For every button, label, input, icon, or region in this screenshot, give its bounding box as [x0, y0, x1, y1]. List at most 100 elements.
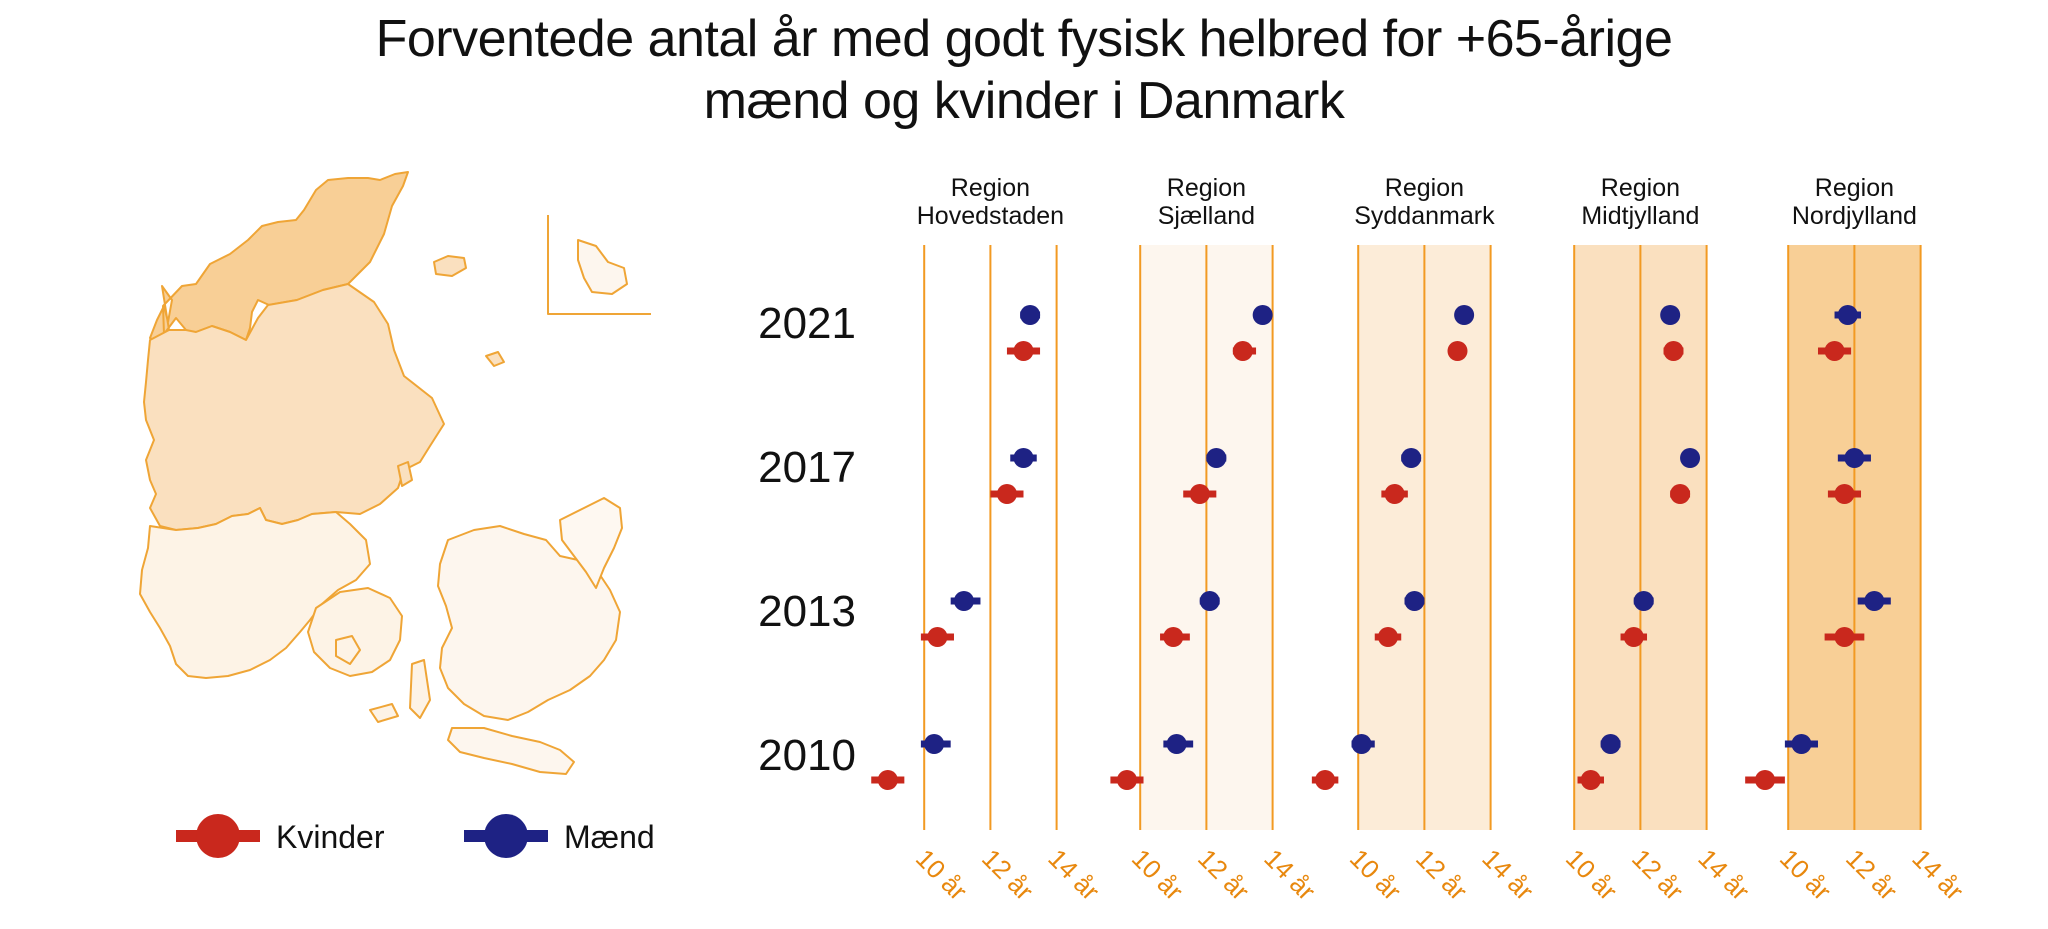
map-island-langeland: [409, 659, 431, 719]
data-point-maend-2013-sjælland: [1199, 591, 1220, 611]
panel-header-line1-nordjylland: Region: [1815, 174, 1894, 202]
denmark-map: [139, 171, 651, 775]
data-point-maend-2021-nordjylland: [1837, 305, 1858, 325]
data-point-kvinder-2017-midtjylland: [1670, 484, 1691, 504]
panel-header-line2-nordjylland: Nordjylland: [1792, 202, 1917, 230]
tick-label-12-hovedstaden: 12 år: [976, 843, 1039, 906]
data-point-kvinder-2017-syddanmark: [1384, 484, 1405, 504]
data-point-maend-2017-nordjylland: [1844, 448, 1865, 468]
data-point-kvinder-2017-sjælland: [1189, 484, 1210, 504]
chart-title-line-2: mænd og kvinder i Danmark: [703, 72, 1345, 130]
data-point-maend-2013-nordjylland: [1864, 591, 1885, 611]
data-point-kvinder-2013-hovedstaden: [927, 627, 948, 647]
legend-item-maend: Mænd: [464, 814, 655, 858]
tick-label-14-nordjylland: 14 år: [1906, 843, 1969, 906]
data-point-maend-2013-syddanmark: [1404, 591, 1425, 611]
chart-title-line-1: Forventede antal år med godt fysisk helb…: [375, 10, 1673, 68]
data-point-maend-2021-syddanmark: [1454, 305, 1475, 325]
data-point-kvinder-2013-sjælland: [1163, 627, 1184, 647]
data-point-kvinder-2010-hovedstaden: [877, 770, 898, 790]
data-point-kvinder-2010-nordjylland: [1755, 770, 1776, 790]
year-label-2021: 2021: [758, 299, 856, 348]
panel-header-line2-sjælland: Sjælland: [1158, 202, 1255, 230]
data-point-maend-2013-midtjylland: [1633, 591, 1654, 611]
map-island-laeso: [433, 255, 467, 277]
tick-label-12-syddanmark: 12 år: [1410, 843, 1473, 906]
panel-header-line2-syddanmark: Syddanmark: [1354, 202, 1495, 230]
tick-label-10-sjælland: 10 år: [1126, 843, 1189, 906]
legend-kvinder-dot: [196, 814, 240, 858]
data-point-maend-2017-syddanmark: [1401, 448, 1422, 468]
tick-label-10-midtjylland: 10 år: [1560, 843, 1623, 906]
map-island-als: [335, 635, 361, 665]
year-label-2013: 2013: [758, 587, 856, 636]
tick-label-14-sjælland: 14 år: [1258, 843, 1321, 906]
map-island-aero: [369, 703, 399, 723]
panel-header-line2-hovedstaden: Hovedstaden: [917, 202, 1064, 230]
legend: Kvinder Mænd: [176, 814, 655, 858]
data-point-kvinder-2013-midtjylland: [1623, 627, 1644, 647]
panel-header-line1-midtjylland: Region: [1601, 174, 1680, 202]
data-point-maend-2021-hovedstaden: [1020, 305, 1041, 325]
map-region-sjaelland: [437, 525, 621, 721]
map-island-samso: [397, 461, 413, 487]
year-label-2017: 2017: [758, 443, 856, 492]
tick-label-14-midtjylland: 14 år: [1692, 843, 1755, 906]
data-point-maend-2010-midtjylland: [1600, 734, 1621, 754]
data-point-kvinder-2021-sjælland: [1232, 341, 1253, 361]
bornholm-inset-frame: [547, 215, 651, 315]
data-point-kvinder-2021-midtjylland: [1663, 341, 1684, 361]
map-region-fyn: [307, 587, 403, 677]
legend-item-kvinder: Kvinder: [176, 814, 385, 858]
data-point-maend-2021-sjælland: [1252, 305, 1273, 325]
data-point-maend-2010-hovedstaden: [924, 734, 945, 754]
tick-label-12-nordjylland: 12 år: [1840, 843, 1903, 906]
data-point-kvinder-2021-hovedstaden: [1013, 341, 1034, 361]
data-point-maend-2010-sjælland: [1166, 734, 1187, 754]
data-point-kvinder-2021-syddanmark: [1447, 341, 1468, 361]
map-island-anholt: [485, 351, 505, 367]
tick-label-12-sjælland: 12 år: [1192, 843, 1255, 906]
tick-label-12-midtjylland: 12 år: [1626, 843, 1689, 906]
legend-kvinder-label: Kvinder: [276, 819, 385, 855]
data-point-maend-2021-midtjylland: [1660, 305, 1681, 325]
data-point-maend-2017-midtjylland: [1680, 448, 1701, 468]
data-point-kvinder-2010-sjælland: [1116, 770, 1137, 790]
year-labels: 2021 2017 2013 2010: [758, 299, 856, 780]
map-region-hovedstaden: [559, 497, 623, 589]
tick-label-14-hovedstaden: 14 år: [1042, 843, 1105, 906]
map-region-syddanmark: [139, 507, 371, 679]
map-region-lolland: [447, 727, 575, 775]
data-point-kvinder-2013-syddanmark: [1377, 627, 1398, 647]
data-point-maend-2013-hovedstaden: [953, 591, 974, 611]
data-point-kvinder-2010-midtjylland: [1580, 770, 1601, 790]
panel-header-line2-midtjylland: Midtjylland: [1581, 202, 1699, 230]
legend-maend-label: Mænd: [564, 819, 655, 855]
data-point-kvinder-2021-nordjylland: [1824, 341, 1845, 361]
chart-title: Forventede antal år med godt fysisk helb…: [0, 8, 2048, 132]
data-point-kvinder-2017-hovedstaden: [996, 484, 1017, 504]
data-point-maend-2017-hovedstaden: [1013, 448, 1034, 468]
data-point-kvinder-2010-syddanmark: [1315, 770, 1336, 790]
data-point-kvinder-2013-nordjylland: [1834, 627, 1855, 647]
map-region-midtjylland: [143, 283, 445, 531]
tick-label-10-hovedstaden: 10 år: [910, 843, 973, 906]
data-point-kvinder-2017-nordjylland: [1834, 484, 1855, 504]
panel-header-line1-hovedstaden: Region: [951, 174, 1030, 202]
map-region-bornholm: [577, 239, 628, 295]
panel-header-line1-sjælland: Region: [1167, 174, 1246, 202]
data-point-maend-2010-nordjylland: [1791, 734, 1812, 754]
panel-header-line1-syddanmark: Region: [1385, 174, 1464, 202]
year-label-2010: 2010: [758, 731, 856, 780]
data-point-maend-2017-sjælland: [1206, 448, 1227, 468]
data-point-maend-2010-syddanmark: [1351, 734, 1372, 754]
legend-maend-dot: [484, 814, 528, 858]
tick-label-10-syddanmark: 10 år: [1344, 843, 1407, 906]
